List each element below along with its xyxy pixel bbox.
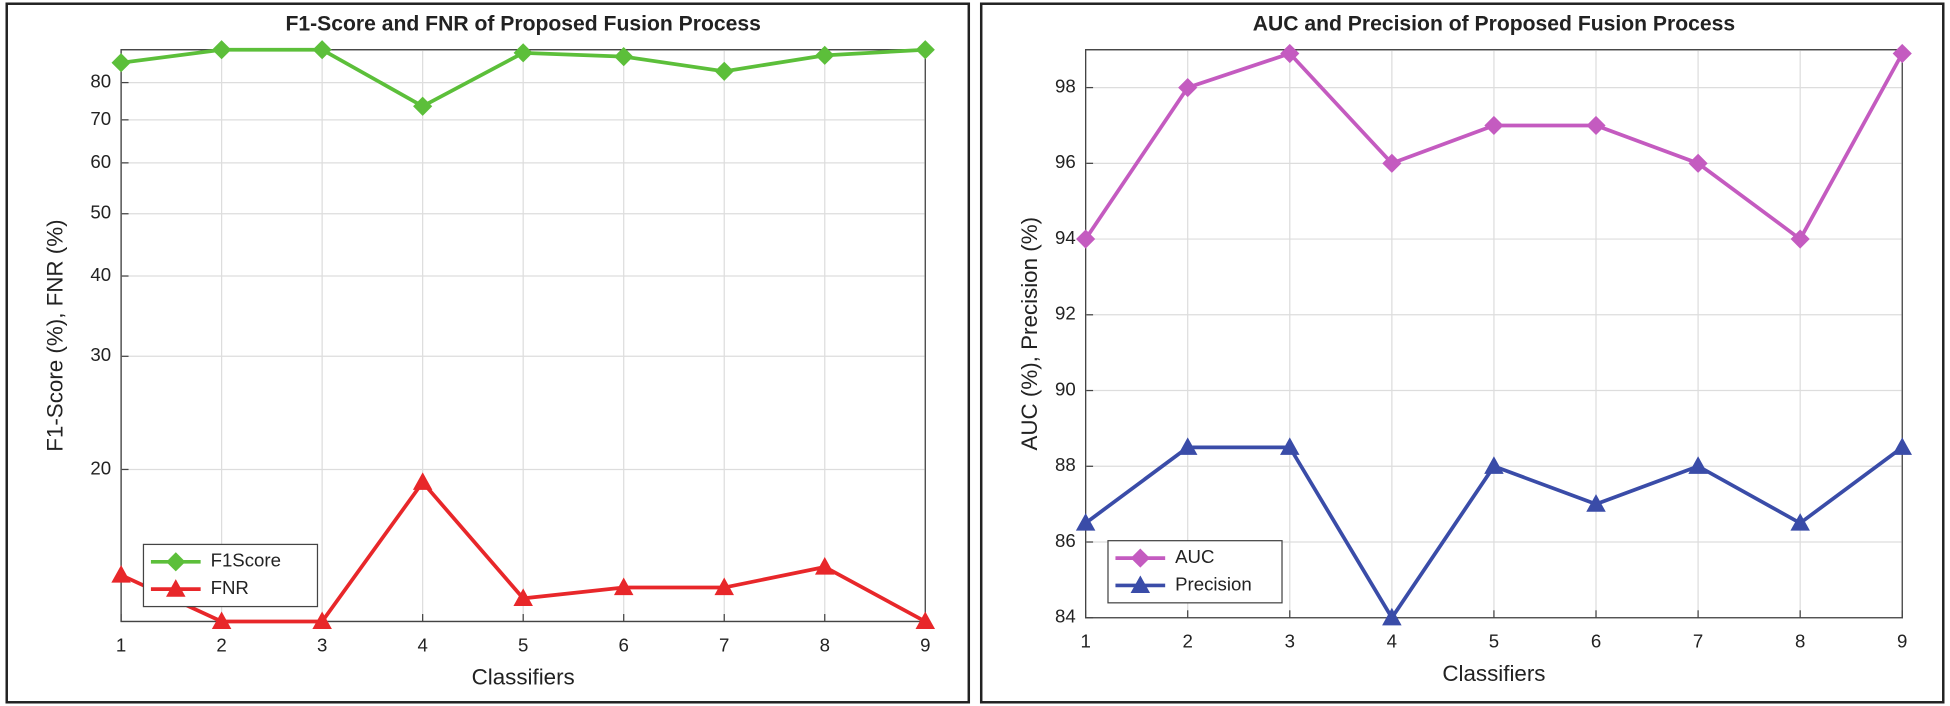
x-tick-label: 8 (820, 634, 830, 655)
marker (111, 565, 131, 583)
x-tick-label: 9 (1897, 631, 1907, 652)
x-tick-label: 8 (1795, 631, 1805, 652)
legend-label: FNR (211, 577, 249, 598)
x-tick-label: 5 (518, 634, 528, 655)
marker (1892, 437, 1913, 455)
chart-title: F1-Score and FNR of Proposed Fusion Proc… (285, 12, 760, 35)
marker (1177, 437, 1198, 455)
marker (1382, 607, 1402, 626)
marker (1280, 43, 1300, 64)
marker (1484, 456, 1504, 474)
chart: 20 30 40 50 60 70 80 1 2 3 4 5 6 7 8 9 F1-Score and FNR … (42, 12, 936, 690)
y-tick-label: 92 (1055, 303, 1076, 324)
x-axis-title: Classifiers (1442, 661, 1545, 686)
y-tick-label: 20 (90, 457, 111, 478)
legend-label: AUC (1175, 546, 1214, 567)
y-tick-label: 40 (90, 264, 111, 285)
x-tick-label: 7 (1693, 631, 1703, 652)
marker (1178, 78, 1198, 98)
chart-title: AUC and Precision of Proposed Fusion Pro… (1253, 12, 1735, 35)
marker (1790, 513, 1810, 531)
marker (915, 611, 936, 630)
y-tick-label: 90 (1055, 378, 1076, 399)
x-tick-label: 5 (1489, 631, 1499, 652)
panel-frame (5, 2, 971, 704)
y-tick-label: 96 (1055, 151, 1076, 172)
marker (1382, 153, 1402, 173)
marker (111, 53, 131, 73)
marker (1586, 494, 1606, 512)
x-tick-label: 3 (1285, 631, 1295, 652)
y-tick-label: 88 (1055, 454, 1076, 475)
x-tick-label: 4 (417, 634, 427, 655)
marker (1076, 229, 1096, 249)
marker (915, 40, 935, 60)
legend-label: F1Score (211, 550, 281, 571)
x-tick-label: 4 (1387, 631, 1397, 652)
x-tick-label: 6 (619, 634, 629, 655)
plot-border (1085, 49, 1903, 619)
x-tick-label: 2 (216, 634, 226, 655)
marker (312, 40, 332, 60)
marker (815, 557, 835, 575)
legend-marker (166, 579, 186, 597)
marker (513, 43, 533, 63)
marker (614, 47, 634, 67)
marker (1586, 115, 1606, 136)
y-tick-label: 60 (90, 151, 111, 172)
marker (714, 577, 734, 596)
legend-marker (166, 552, 186, 572)
x-tick-label: 7 (719, 634, 729, 655)
panel-frame (979, 2, 1945, 704)
marker (1790, 229, 1810, 249)
x-tick-label: 9 (920, 634, 930, 655)
marker (714, 61, 734, 81)
marker (211, 611, 232, 630)
marker (1688, 456, 1708, 474)
y-tick-label: 84 (1055, 606, 1076, 627)
y-tick-label: 86 (1055, 530, 1076, 551)
y-tick-label: 98 (1055, 76, 1076, 97)
legend-marker (1130, 575, 1151, 594)
marker (815, 45, 835, 65)
y-tick-label: 50 (90, 202, 111, 223)
legend-marker (1130, 548, 1150, 568)
x-tick-label: 3 (317, 634, 327, 655)
marker (1688, 153, 1708, 173)
y-tick-label: 94 (1055, 227, 1076, 248)
marker (312, 611, 332, 630)
marker (212, 40, 232, 60)
marker (1075, 513, 1096, 531)
y-tick-label: 30 (90, 344, 111, 365)
x-tick-label: 1 (116, 634, 126, 655)
legend-label: Precision (1175, 573, 1252, 594)
x-tick-label: 1 (1080, 631, 1090, 652)
marker (1484, 115, 1504, 136)
x-axis-title: Classifiers (472, 665, 575, 690)
y-tick-label: 70 (90, 108, 111, 129)
chart: 84 86 88 90 92 94 96 98 1 2 3 4 5 6 7 8 9 AUC and Precisi… (1017, 12, 1913, 686)
marker (613, 577, 634, 596)
marker (513, 588, 533, 606)
marker (413, 96, 433, 116)
y-axis-title: F1-Score (%), FNR (%) (42, 219, 67, 451)
y-axis-title: AUC (%), Precision (%) (1017, 217, 1042, 451)
x-tick-label: 6 (1591, 631, 1601, 652)
marker (1892, 43, 1912, 64)
x-tick-label: 2 (1183, 631, 1193, 652)
y-tick-label: 80 (90, 71, 111, 92)
marker (412, 472, 433, 490)
marker (1280, 437, 1300, 455)
